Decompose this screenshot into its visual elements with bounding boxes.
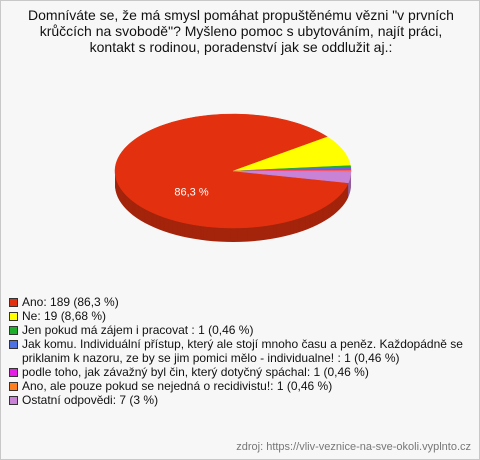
legend-swatch xyxy=(9,326,18,335)
legend-item: Ne: 19 (8,68 %) xyxy=(9,309,471,323)
legend-label: Ostatní odpovědi: 7 (3 %) xyxy=(22,393,159,407)
legend-item: Jak komu. Individuální přístup, který al… xyxy=(9,337,471,365)
legend-label: Jak komu. Individuální přístup, který al… xyxy=(22,337,463,365)
legend-swatch xyxy=(9,368,18,377)
slice xyxy=(114,113,349,229)
chart-title: Domníváte se, že má smysl pomáhat propuš… xyxy=(28,7,454,55)
slice-label: 86,3 % xyxy=(174,186,208,198)
pie-area: 86,3 % xyxy=(114,113,352,242)
legend-item: Ano, ale pouze pokud se nejedná o recidi… xyxy=(9,379,471,393)
source: zdroj: https://vliv-veznice-na-sve-okoli… xyxy=(236,441,471,453)
legend-label: Ano, ale pouze pokud se nejedná o recidi… xyxy=(22,379,333,393)
legend-label: podle toho, jak závažný byl čin, který d… xyxy=(22,365,369,379)
legend-label: Ne: 19 (8,68 %) xyxy=(22,309,107,323)
slice xyxy=(232,170,352,184)
legend-swatch xyxy=(9,396,18,405)
legend-swatch xyxy=(9,340,18,349)
legend-swatch xyxy=(9,382,18,391)
legend-item: Ostatní odpovědi: 7 (3 %) xyxy=(9,393,471,407)
legend-label: Jen pokud má zájem i pracovat : 1 (0,46 … xyxy=(22,323,254,337)
legend-item: podle toho, jak závažný byl čin, který d… xyxy=(9,365,471,379)
legend-item: Jen pokud má zájem i pracovat : 1 (0,46 … xyxy=(9,323,471,337)
legend-swatch xyxy=(9,298,18,307)
legend-item: Ano: 189 (86,3 %) xyxy=(9,295,471,309)
legend-swatch xyxy=(9,312,18,321)
legend: Ano: 189 (86,3 %) Ne: 19 (8,68 %) Jen poku… xyxy=(9,295,471,407)
legend-label: Ano: 189 (86,3 %) xyxy=(22,295,119,309)
